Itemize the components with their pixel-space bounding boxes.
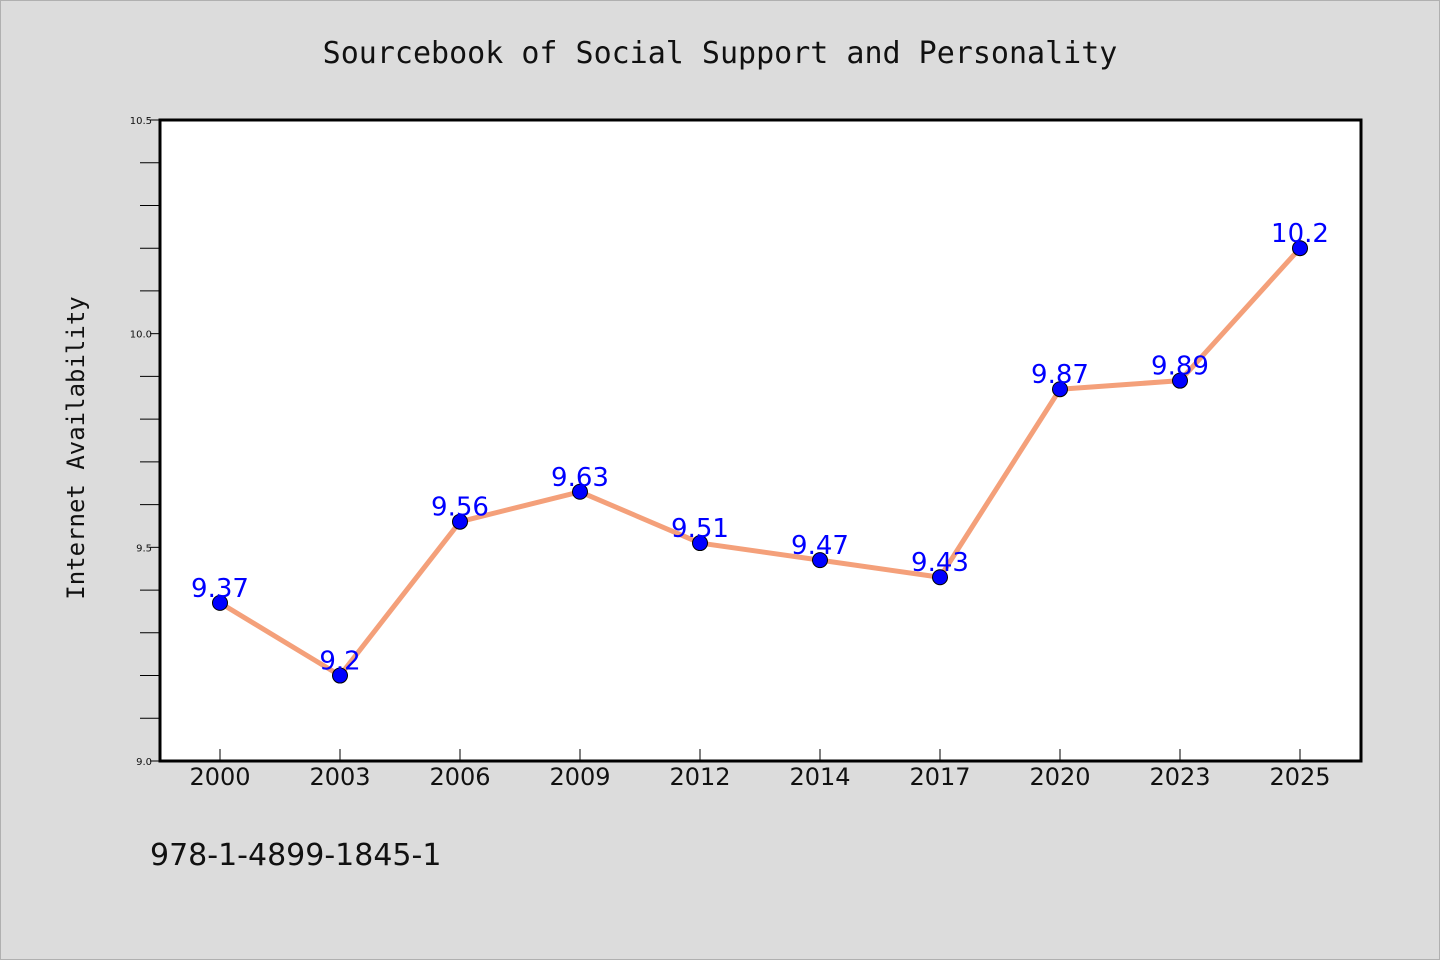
data-label: 9.47 bbox=[791, 531, 849, 561]
data-point bbox=[332, 667, 348, 684]
data-label: 9.43 bbox=[911, 548, 969, 578]
data-label: 9.37 bbox=[191, 574, 249, 604]
data-point bbox=[692, 535, 708, 552]
data-point bbox=[1172, 372, 1188, 389]
y-axis-label: Internet Availability bbox=[62, 296, 90, 599]
data-label: 9.63 bbox=[551, 463, 609, 493]
x-tick-label: 2012 bbox=[669, 763, 730, 791]
data-label: 9.51 bbox=[671, 514, 729, 544]
data-point bbox=[932, 569, 948, 586]
y-axis-ticks: 9.0 9.5 10.0 10.5 bbox=[130, 116, 160, 768]
data-point bbox=[212, 594, 228, 611]
isbn-text: 978-1-4899-1845-1 bbox=[150, 838, 441, 873]
chart-title: Sourcebook of Social Support and Persona… bbox=[323, 36, 1118, 71]
data-label: 9.56 bbox=[431, 493, 489, 523]
series-group: 9.37 9.2 9.56 9.63 9.51 9.47 9.43 9.87 9.89 10.2 bbox=[191, 219, 1329, 684]
x-tick-label: 2025 bbox=[1269, 763, 1330, 791]
x-tick-label: 2020 bbox=[1029, 763, 1090, 791]
data-point bbox=[452, 513, 468, 530]
plot-area bbox=[158, 118, 1363, 763]
data-label: 9.2 bbox=[319, 647, 360, 677]
data-point bbox=[812, 552, 828, 569]
data-label: 10.2 bbox=[1271, 219, 1329, 249]
data-point bbox=[1052, 381, 1068, 398]
x-tick-label: 2023 bbox=[1149, 763, 1210, 791]
data-point bbox=[572, 483, 588, 500]
x-tick-label: 2000 bbox=[189, 763, 250, 791]
y-tick-label: 9.5 bbox=[136, 543, 152, 554]
data-label: 9.89 bbox=[1151, 352, 1209, 382]
y-tick-label: 10.0 bbox=[130, 330, 152, 341]
series-line bbox=[217, 245, 1303, 679]
x-tick-label: 2017 bbox=[909, 763, 970, 791]
x-tick-label: 2003 bbox=[309, 763, 370, 791]
x-tick-label: 2009 bbox=[549, 763, 610, 791]
y-tick-label: 10.5 bbox=[130, 116, 152, 127]
y-tick-label: 9.0 bbox=[136, 757, 152, 768]
x-axis-ticks: 2000 2003 2006 2009 2012 2014 2017 2020 2023 2025 bbox=[189, 749, 1331, 791]
x-tick-label: 2014 bbox=[789, 763, 850, 791]
x-tick-label: 2006 bbox=[429, 763, 490, 791]
data-label: 9.87 bbox=[1031, 360, 1089, 390]
data-point bbox=[1292, 240, 1308, 257]
